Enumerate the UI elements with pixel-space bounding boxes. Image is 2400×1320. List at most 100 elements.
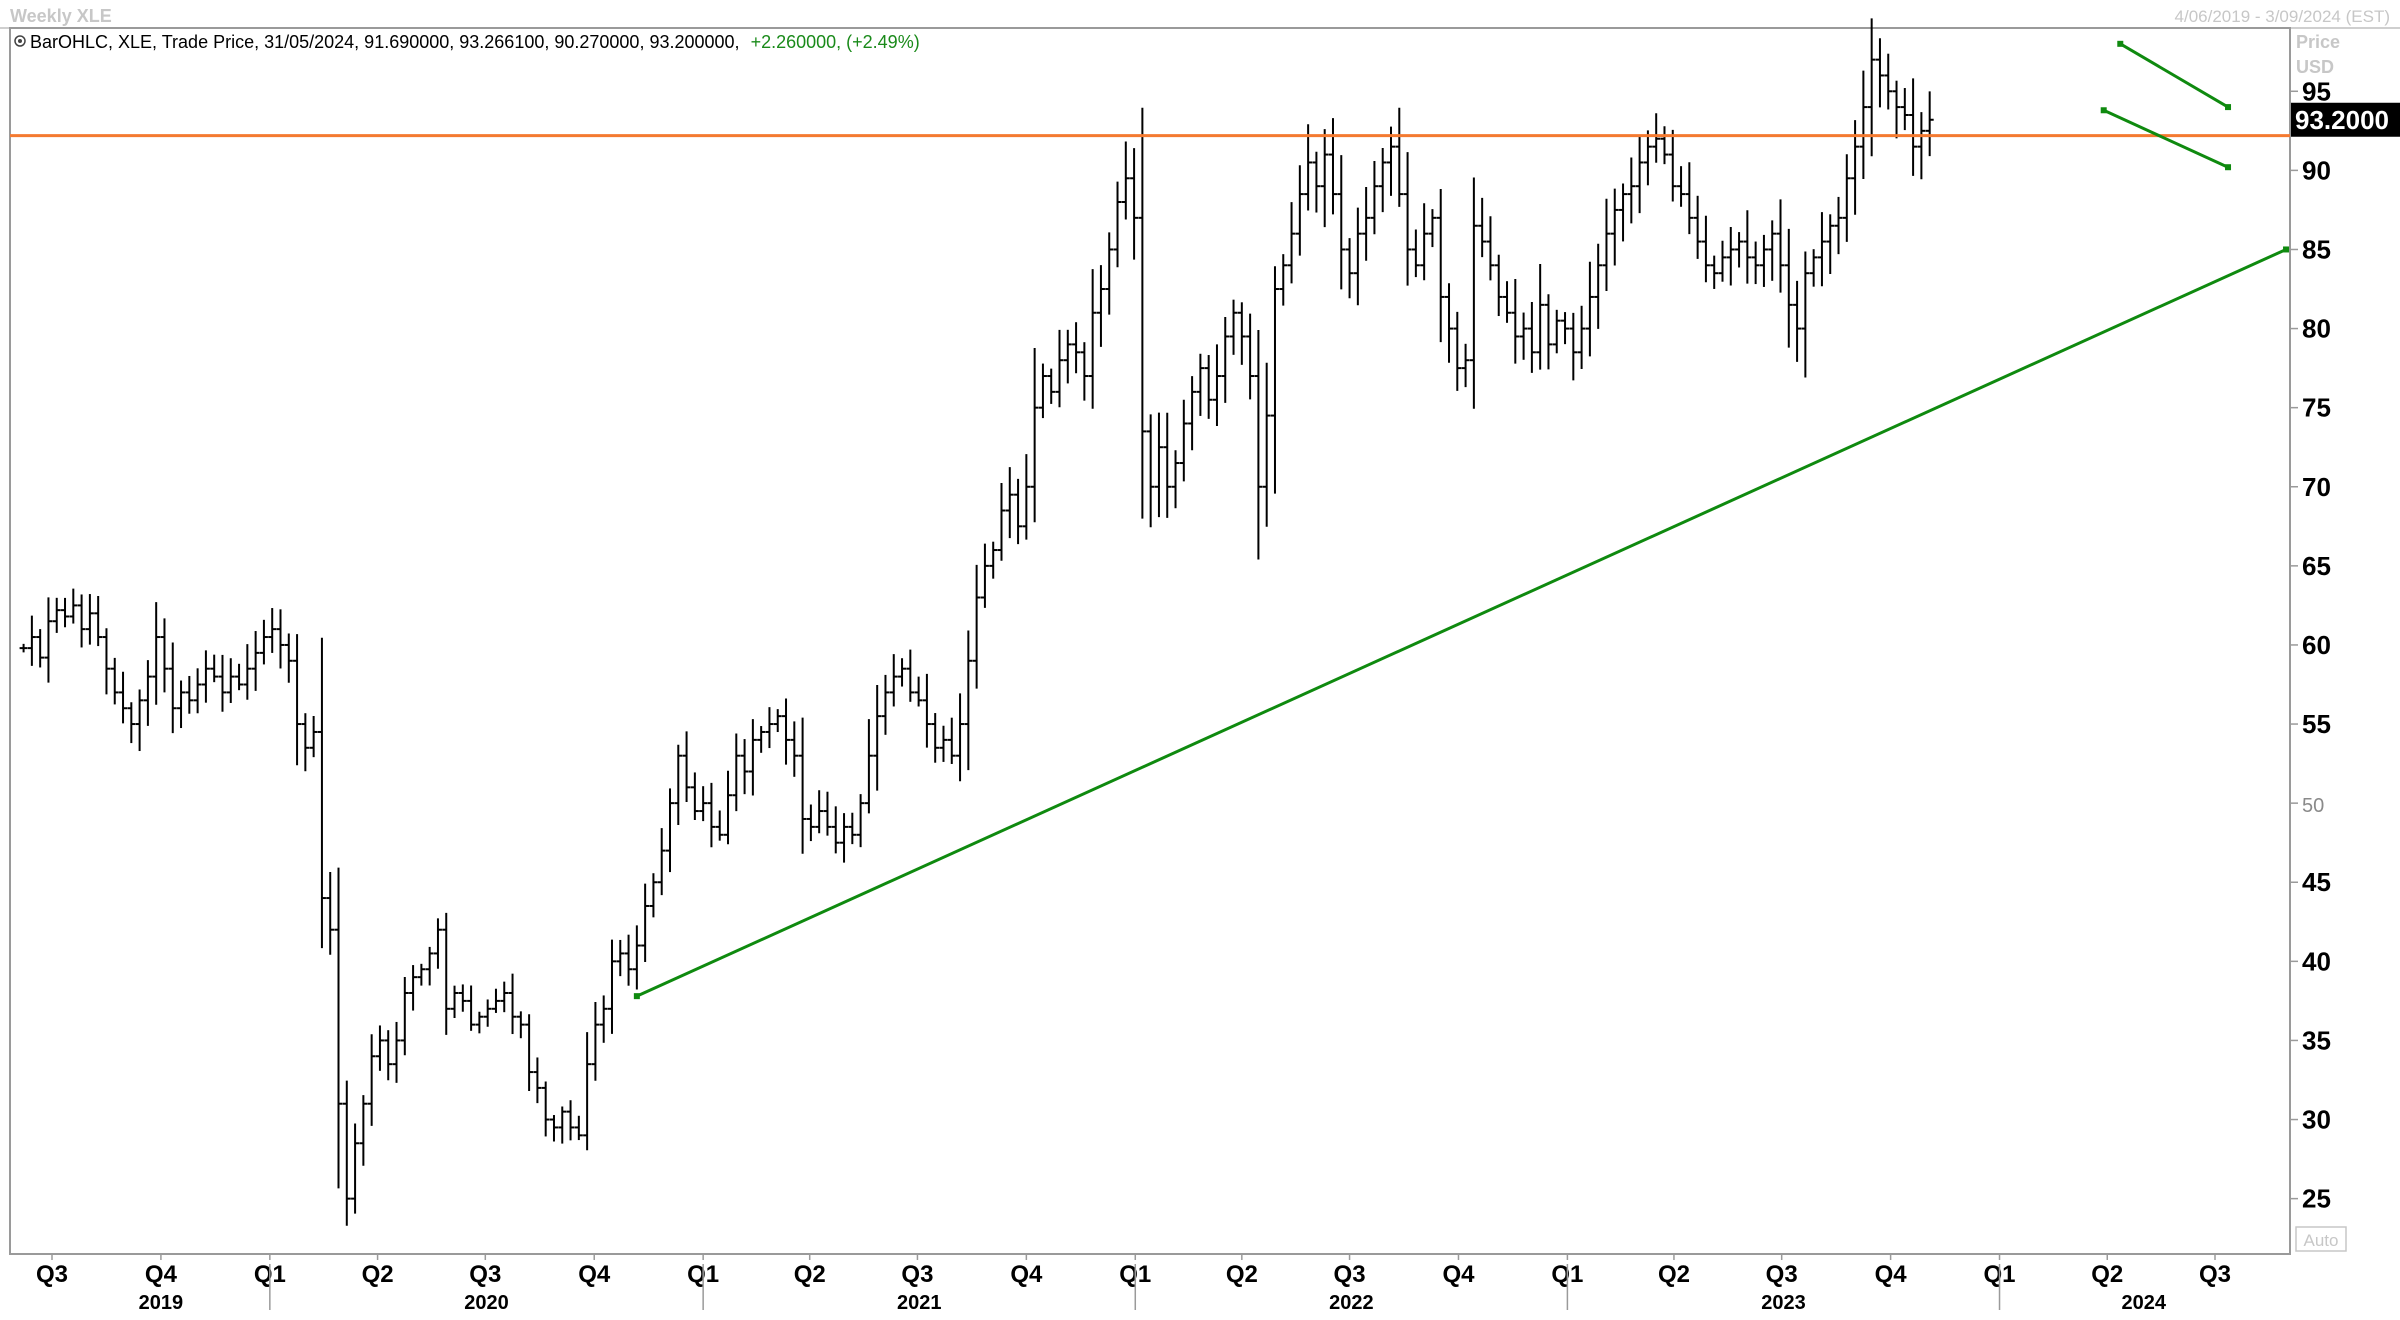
axis-title-usd: USD [2296, 57, 2334, 77]
price-bar [1552, 309, 1561, 354]
price-bar [1759, 234, 1768, 287]
price-bar [508, 973, 517, 1035]
price-bar [442, 912, 451, 1035]
last-price-marker: 93.2000 [2291, 102, 2400, 137]
price-bar [831, 806, 840, 854]
price-bar [425, 946, 434, 986]
price-bar [102, 628, 111, 695]
price-bar [1793, 280, 1802, 362]
price-bar [1279, 254, 1288, 306]
price-bar [583, 1032, 592, 1151]
price-bar [309, 715, 318, 758]
y-tick-label: 25 [2302, 1184, 2331, 1214]
price-bar [1445, 283, 1454, 363]
price-bar [1262, 362, 1271, 527]
trendline[interactable] [2103, 108, 2229, 169]
price-bar [458, 984, 467, 1012]
price-bar [1229, 299, 1238, 355]
auto-scale-button[interactable] [2295, 1226, 2347, 1252]
trendline-handle[interactable] [2225, 164, 2232, 171]
price-bar [724, 770, 733, 845]
price-bar [160, 618, 169, 693]
price-bar [367, 1034, 376, 1126]
price-bar [1842, 154, 1851, 242]
price-bar [881, 674, 890, 735]
price-bar [1519, 312, 1528, 360]
price-bar [1577, 305, 1586, 369]
price-bar [1337, 155, 1346, 290]
price-bar [1561, 312, 1570, 345]
x-quarter-label: Q2 [794, 1261, 826, 1288]
price-bar [1130, 148, 1139, 260]
price-bar [1304, 124, 1313, 211]
price-bar [558, 1106, 567, 1144]
price-bar [715, 810, 724, 841]
price-bar [574, 1115, 583, 1141]
price-bar [1312, 151, 1321, 213]
trendline[interactable] [2119, 42, 2229, 109]
price-bar [566, 1100, 575, 1141]
price-bar [947, 717, 956, 764]
price-bar [384, 1030, 393, 1081]
price-bar [607, 939, 616, 1034]
trendline-handle[interactable] [2225, 104, 2232, 111]
x-quarter-label: Q4 [578, 1261, 611, 1288]
trendline-handle[interactable] [2100, 107, 2107, 114]
price-bar [989, 541, 998, 579]
price-bar [1461, 343, 1470, 388]
y-tick-label: 75 [2302, 393, 2331, 423]
price-bar [674, 744, 683, 826]
price-bar [1370, 160, 1379, 235]
price-bar [1544, 294, 1553, 370]
price-bar [1295, 165, 1304, 256]
axis-title-price: Price [2296, 32, 2340, 52]
price-bar [1867, 18, 1876, 157]
price-bar [491, 988, 500, 1013]
price-bar [193, 668, 202, 714]
x-year-label: 2024 [2122, 1292, 2167, 1314]
price-bar [1196, 353, 1205, 416]
price-bar [284, 633, 293, 683]
price-bars [19, 18, 1934, 1226]
price-bar [591, 1001, 600, 1081]
price-bar [1287, 202, 1296, 284]
trendline[interactable] [636, 248, 2287, 998]
price-bar [251, 631, 260, 691]
price-bar [127, 702, 136, 744]
y-tick-label: 35 [2302, 1025, 2331, 1055]
x-quarter-label: Q3 [901, 1261, 933, 1288]
price-bar [806, 804, 815, 842]
x-quarter-label: Q3 [1766, 1261, 1798, 1288]
y-tick-label: 70 [2302, 472, 2331, 502]
price-bar [1900, 88, 1909, 131]
price-bar [649, 873, 658, 918]
price-bar [226, 658, 235, 703]
trendline-handle[interactable] [2117, 40, 2124, 47]
price-bar [375, 1025, 384, 1071]
price-bar [1652, 113, 1661, 163]
y-tick-label: 90 [2302, 155, 2331, 185]
price-bar [873, 684, 882, 791]
price-bar [1909, 78, 1918, 176]
price-bar [1179, 399, 1188, 482]
price-bar [616, 939, 625, 977]
price-bar [525, 1014, 534, 1091]
x-quarter-label: Q4 [1442, 1261, 1475, 1288]
price-bar [1701, 215, 1710, 283]
price-bar [1055, 329, 1064, 408]
price-bar [1096, 265, 1105, 347]
price-bar [1776, 199, 1785, 293]
trendline-handle[interactable] [2283, 246, 2290, 253]
price-bar [599, 995, 608, 1043]
trendline-handle[interactable] [633, 993, 640, 1000]
price-bar [1710, 255, 1719, 289]
trendlines [633, 40, 2290, 1000]
price-bar [1105, 232, 1114, 315]
price-bar [259, 619, 268, 665]
price-bar [1585, 261, 1594, 357]
legend-row: BarOHLC, XLE, Trade Price, 31/05/2024, 9… [14, 32, 920, 52]
price-bar [1113, 181, 1122, 268]
price-bar [1121, 141, 1130, 220]
price-bar [1859, 70, 1868, 179]
